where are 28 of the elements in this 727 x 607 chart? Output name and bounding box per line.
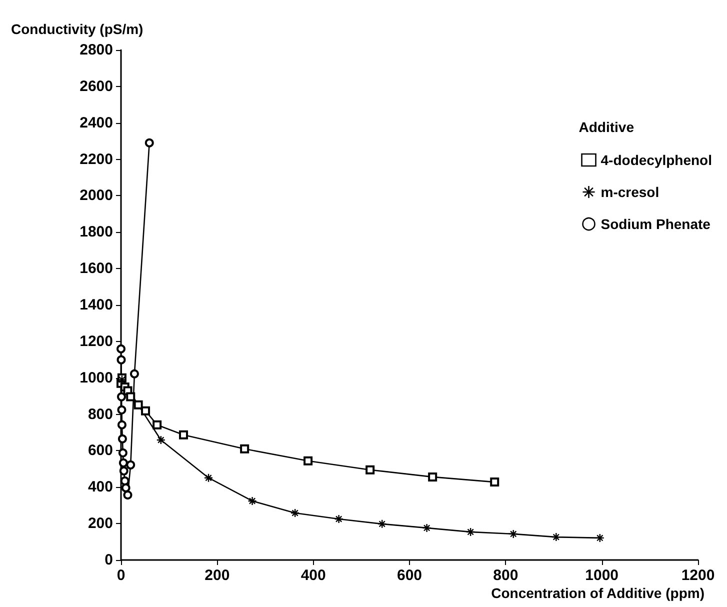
x-tick-label: 800 (493, 567, 518, 584)
y-tick-label: 2000 (80, 187, 113, 204)
y-tick-label: 1200 (80, 332, 113, 350)
x-axis-title: Concentration of Additive (ppm) (491, 585, 704, 601)
legend-label: m-cresol (600, 184, 660, 200)
y-tick-label: 600 (88, 442, 113, 460)
x-tick-label: 600 (396, 567, 422, 584)
y-tick-label: 800 (88, 406, 113, 423)
y-tick-label: 200 (88, 515, 113, 532)
y-tick-label: 2400 (80, 114, 113, 132)
x-tick-label: 0 (116, 567, 126, 584)
y-tick-label: 2800 (80, 42, 113, 58)
y-tick-label: 2200 (80, 150, 113, 168)
y-tick-label: 0 (104, 552, 113, 568)
x-tick-label: 1200 (681, 567, 715, 584)
x-tick-label: 1000 (585, 567, 619, 584)
x-tick-label: 400 (300, 567, 326, 584)
x-tick-label: 200 (204, 567, 230, 584)
legend-label: 4-dodecylphenol (600, 152, 712, 168)
y-tick-label: 1600 (80, 260, 113, 278)
y-tick-label: 1400 (80, 296, 113, 314)
legend-title: Additive (578, 119, 634, 135)
y-tick-label: 1000 (80, 369, 113, 386)
y-tick-label: 1800 (80, 224, 113, 241)
y-tick-label: 2600 (80, 78, 113, 95)
y-axis-title: Conductivity (pS/m) (11, 21, 144, 37)
y-tick-label: 400 (88, 478, 113, 496)
legend-label: Sodium Phenate (600, 216, 711, 232)
